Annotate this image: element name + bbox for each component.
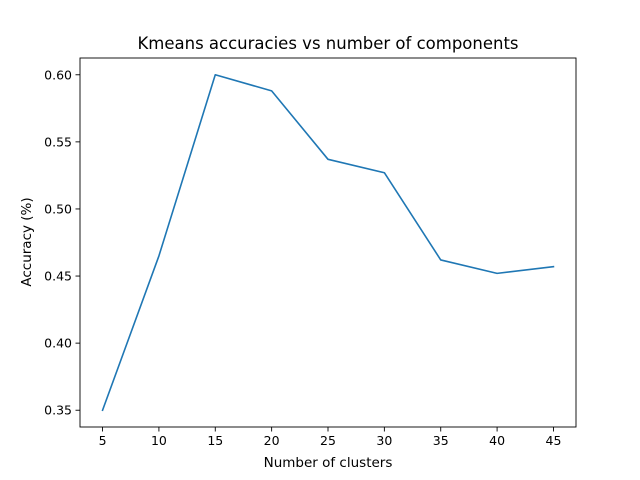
- x-tick-label: 20: [264, 433, 280, 448]
- x-tick-label: 25: [320, 433, 336, 448]
- x-axis-label: Number of clusters: [264, 455, 393, 471]
- plot-area: 5 10 15 20 25 30 35 40 45 0.35 0.40 0.45 0.50 0.55 0.6…: [44, 57, 577, 448]
- y-tick-label: 0.60: [44, 67, 72, 82]
- series-line: [101, 73, 555, 412]
- chart-title: Kmeans accuracies vs number of component…: [137, 34, 518, 53]
- y-tick-label: 0.40: [44, 336, 72, 351]
- x-tick-label: 45: [546, 433, 562, 448]
- x-tick-label: 40: [489, 433, 505, 448]
- y-tick-label: 0.35: [44, 403, 72, 418]
- y-tick-label: 0.50: [44, 201, 72, 216]
- x-tick-label: 30: [376, 433, 392, 448]
- x-tick-label: 5: [99, 433, 107, 448]
- y-axis-label: Accuracy (%): [19, 197, 35, 286]
- x-tick-label: 35: [433, 433, 449, 448]
- x-tick-label: 15: [207, 433, 223, 448]
- y-tick-label: 0.55: [44, 134, 72, 149]
- x-tick-label: 10: [151, 433, 167, 448]
- y-tick-label: 0.45: [44, 269, 72, 284]
